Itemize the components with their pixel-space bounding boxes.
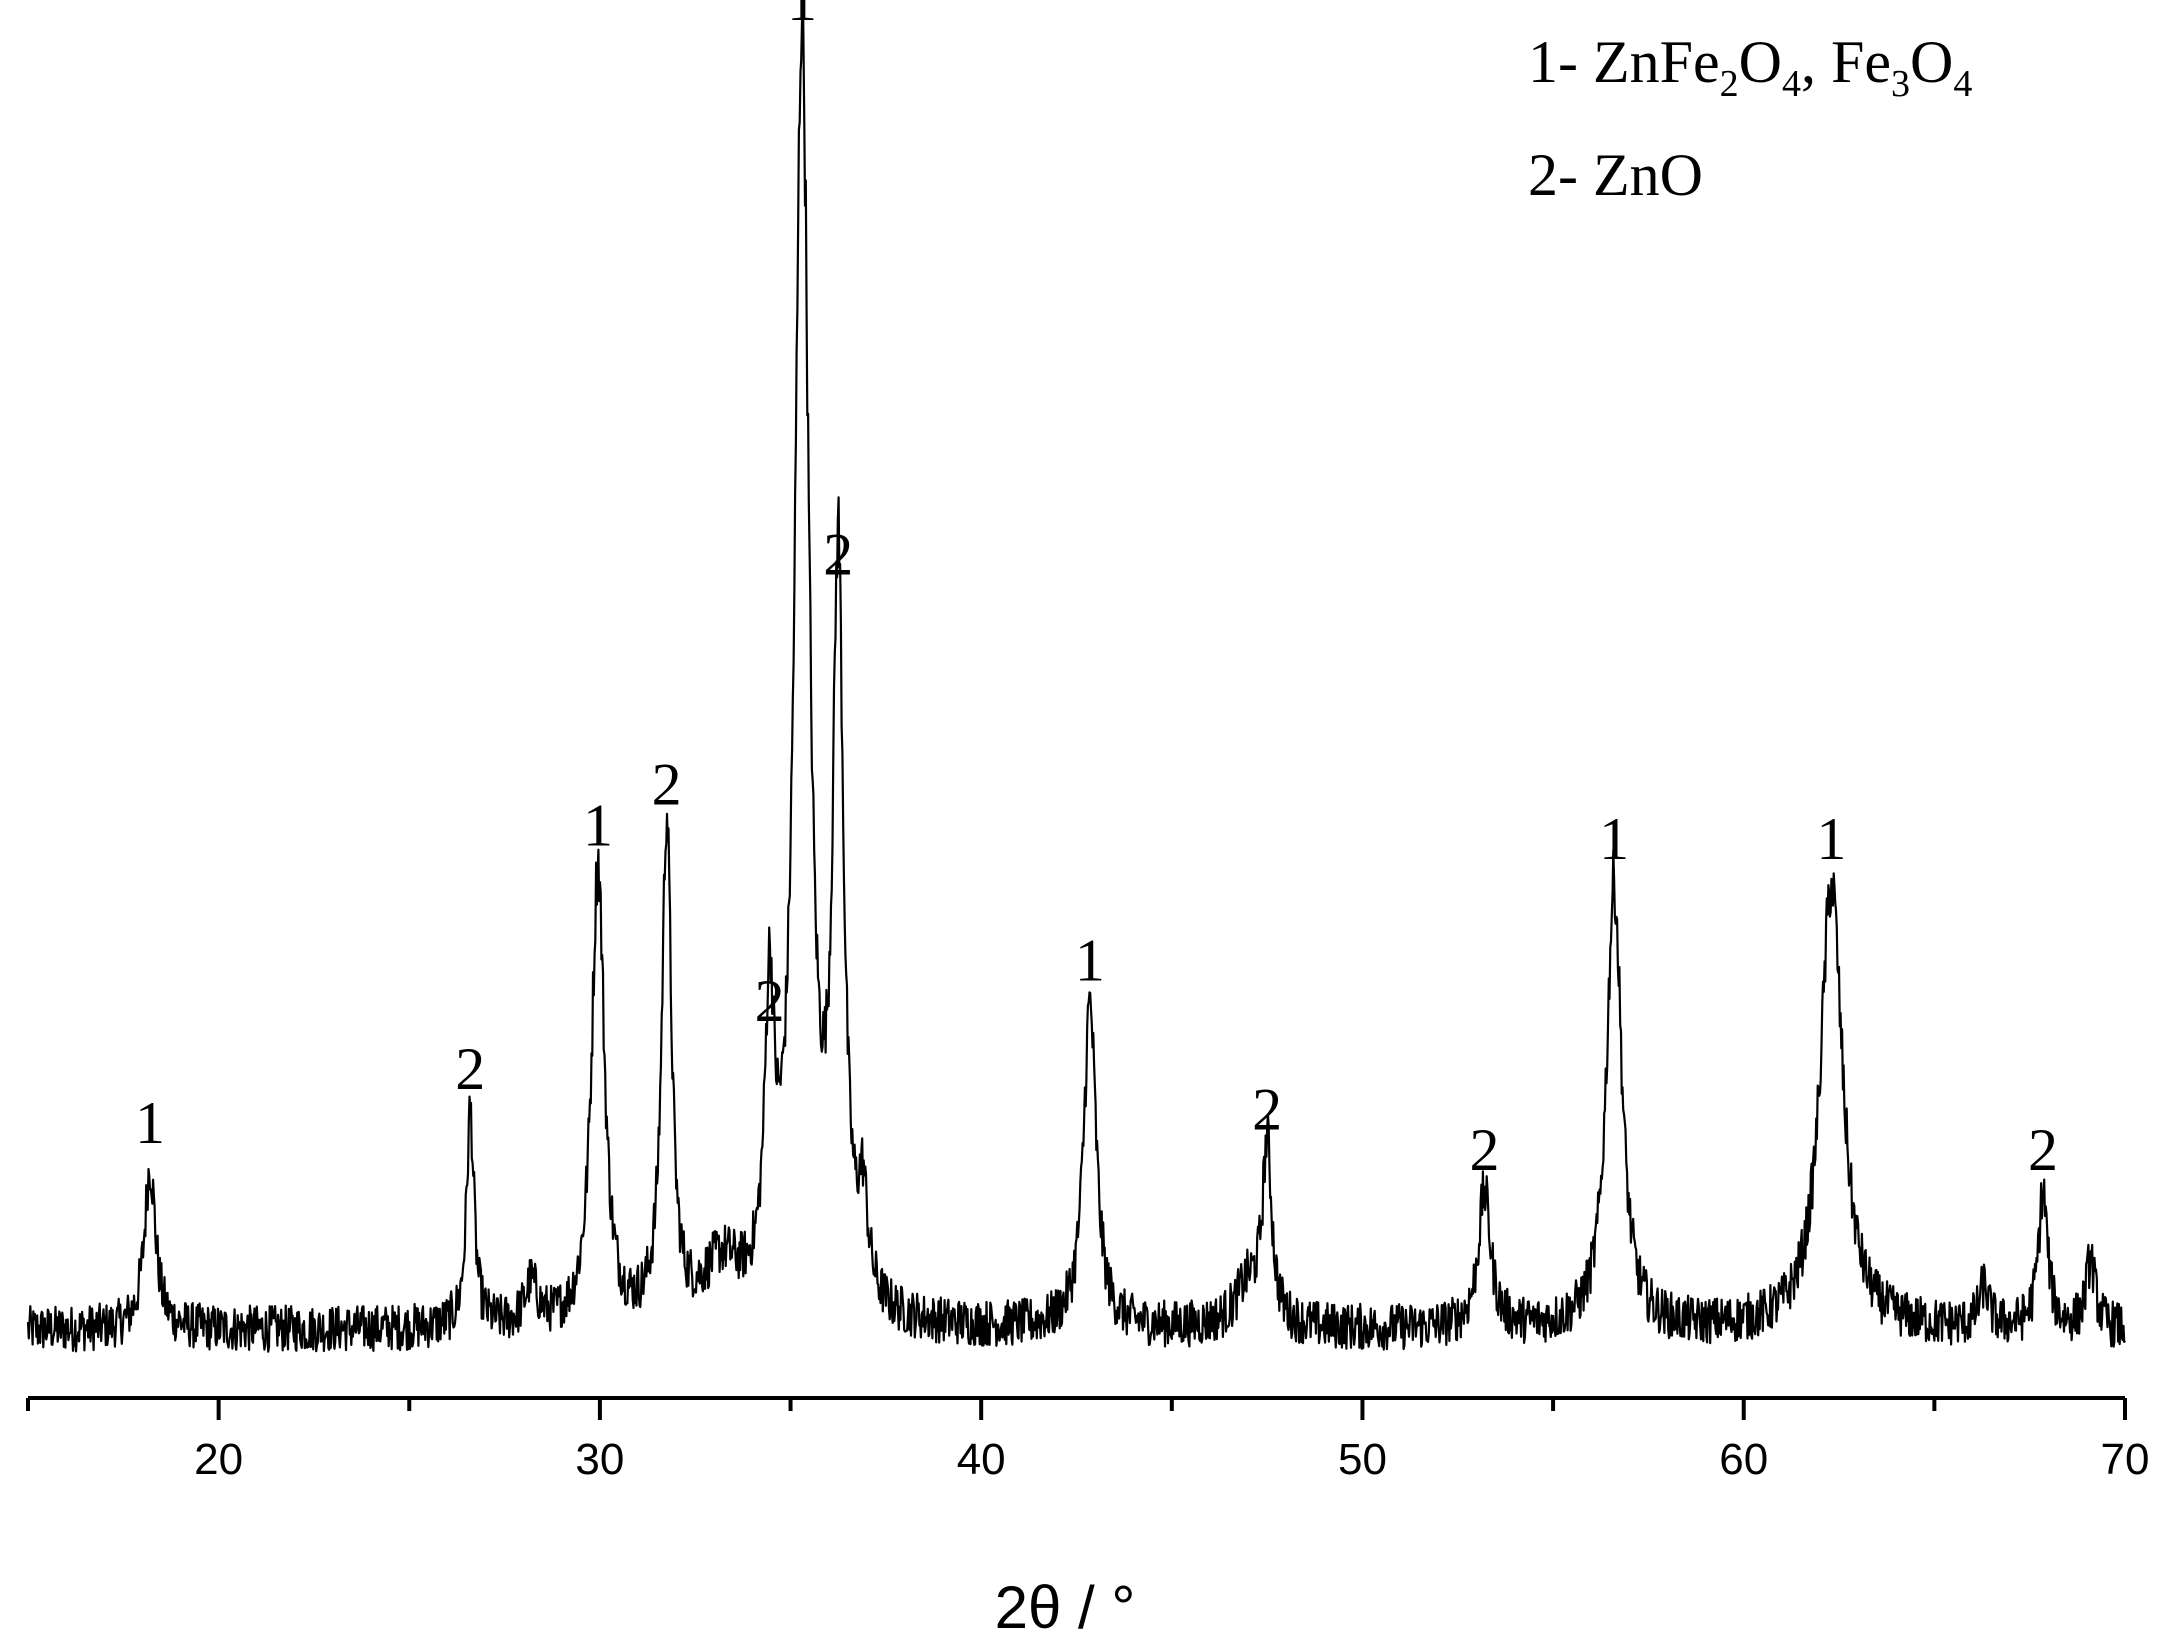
x-tick-label: 30	[575, 1435, 624, 1484]
xrd-pattern-line	[26, 0, 2126, 1353]
peak-label: 1	[787, 0, 817, 33]
x-tick-label: 40	[957, 1435, 1006, 1484]
peak-label: 1	[1075, 928, 1105, 994]
peak-label: 2	[755, 968, 785, 1034]
x-axis: 20 30 40 50 60 70	[26, 1396, 2150, 1484]
peak-label: 2	[652, 752, 682, 818]
x-tick-label: 20	[194, 1435, 243, 1484]
peak-label: 2	[2028, 1117, 2058, 1183]
peak-label: 2	[1469, 1117, 1499, 1183]
peak-label: 1	[1599, 806, 1629, 872]
peak-label: 1	[583, 792, 613, 858]
x-tick-label: 50	[1338, 1435, 1387, 1484]
legend-entry: 1- ZnFe2O4, Fe3O4	[1528, 29, 1972, 105]
legend: 1- ZnFe2O4, Fe3O4 2- ZnO	[1528, 29, 1972, 208]
peak-label: 2	[823, 522, 853, 588]
peak-label: 1	[135, 1090, 165, 1156]
legend-entry: 2- ZnO	[1528, 142, 1703, 208]
x-axis-title: 2θ / °	[995, 1574, 1136, 1640]
peak-label: 2	[455, 1036, 485, 1102]
x-tick-label: 60	[1719, 1435, 1768, 1484]
x-tick-label: 70	[2101, 1435, 2150, 1484]
peak-label: 2	[1252, 1076, 1282, 1142]
peak-label: 1	[1816, 806, 1846, 872]
